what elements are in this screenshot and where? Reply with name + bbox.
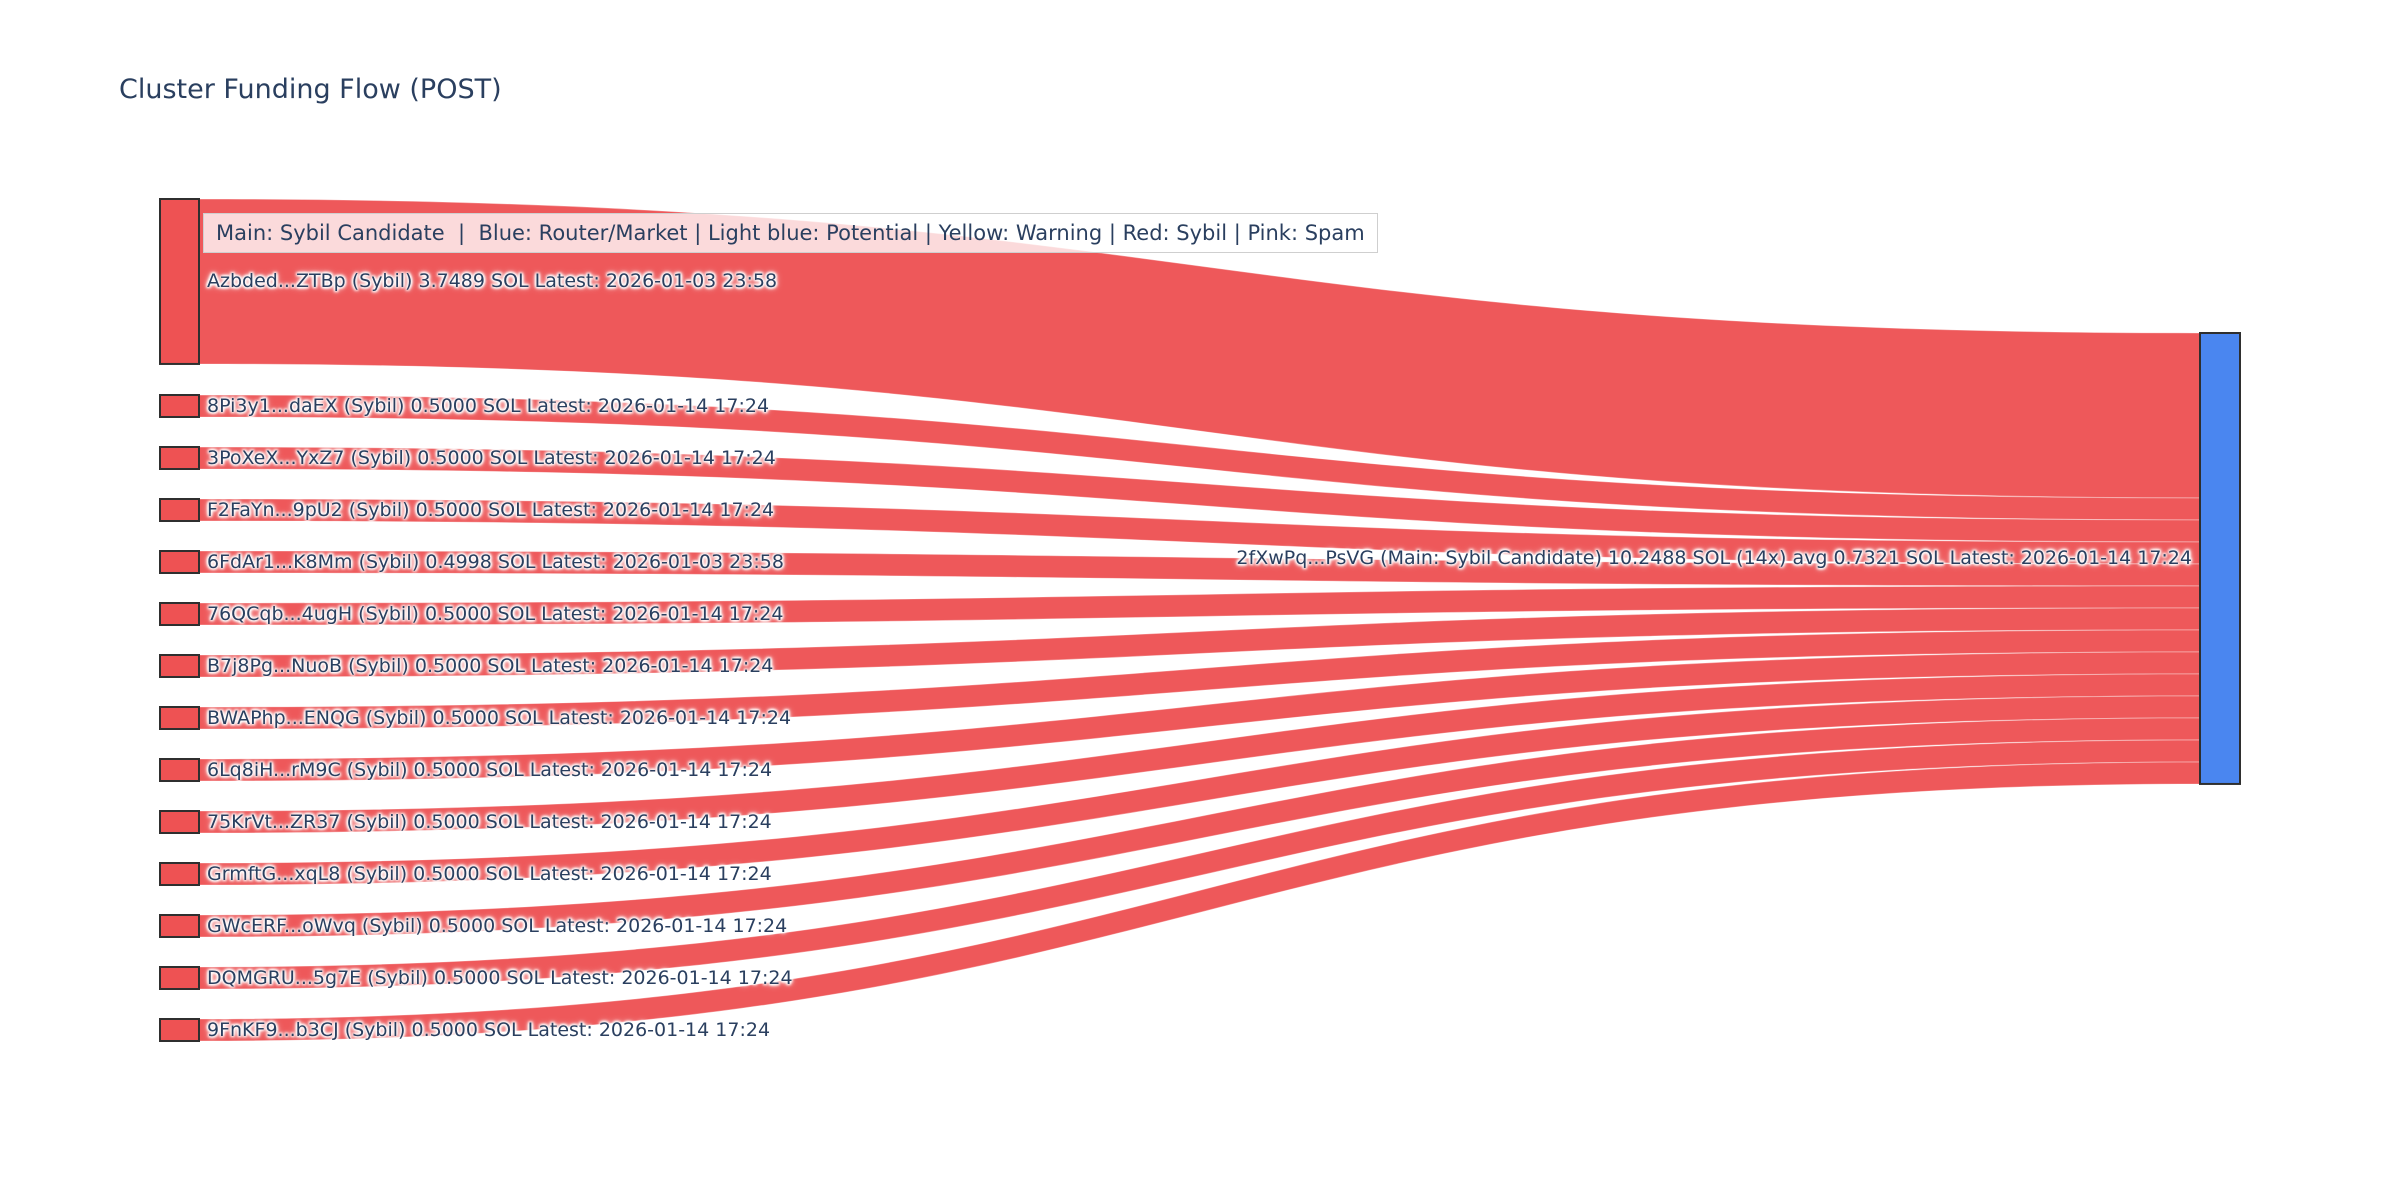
- sankey-node-source-76QCqb...4ugH[interactable]: [159, 602, 200, 626]
- source-node-label: GWcERF...oWvq (Sybil) 0.5000 SOL Latest:…: [207, 915, 788, 937]
- source-node-label: 9FnKF9...b3CJ (Sybil) 0.5000 SOL Latest:…: [207, 1019, 771, 1041]
- sankey-node-source-9FnKF9...b3CJ[interactable]: [159, 1018, 200, 1042]
- sankey-node-source-GrmftG...xqL8[interactable]: [159, 862, 200, 886]
- source-node-label: 6FdAr1...K8Mm (Sybil) 0.4998 SOL Latest:…: [207, 550, 784, 573]
- source-node-label: Azbded...ZTBp (Sybil) 3.7489 SOL Latest:…: [207, 270, 778, 293]
- source-node-label: 3PoXeX...YxZ7 (Sybil) 0.5000 SOL Latest:…: [207, 447, 776, 469]
- source-node-label: 6Lq8iH...rM9C (Sybil) 0.5000 SOL Latest:…: [207, 759, 773, 781]
- legend-annotation: Main: Sybil Candidate | Blue: Router/Mar…: [203, 213, 1378, 253]
- source-node-label: GrmftG...xqL8 (Sybil) 0.5000 SOL Latest:…: [207, 863, 772, 885]
- sankey-node-source-6FdAr1...K8Mm[interactable]: [159, 550, 200, 574]
- source-node-label: 75KrVt...ZR37 (Sybil) 0.5000 SOL Latest:…: [207, 811, 772, 833]
- target-node-label: 2fXwPq...PsVG (Main: Sybil Candidate) 10…: [1236, 547, 2192, 570]
- source-node-label: 76QCqb...4ugH (Sybil) 0.5000 SOL Latest:…: [207, 603, 784, 625]
- sankey-nodes-group: [159, 198, 2241, 1042]
- sankey-node-source-BWAPhp...ENQG[interactable]: [159, 706, 200, 730]
- source-node-label: F2FaYn...9pU2 (Sybil) 0.5000 SOL Latest:…: [207, 499, 775, 521]
- sankey-node-source-6Lq8iH...rM9C[interactable]: [159, 758, 200, 782]
- sankey-node-source-DQMGRU...5g7E[interactable]: [159, 966, 200, 990]
- sankey-node-source-3PoXeX...YxZ7[interactable]: [159, 446, 200, 470]
- sankey-link-9FnKF9...b3CJ[interactable]: [198, 761, 2201, 1042]
- source-node-label: DQMGRU...5g7E (Sybil) 0.5000 SOL Latest:…: [207, 967, 793, 989]
- sankey-node-source-8Pi3y1...daEX[interactable]: [159, 394, 200, 418]
- sankey-node-source-GWcERF...oWvq[interactable]: [159, 914, 200, 938]
- source-node-label: 8Pi3y1...daEX (Sybil) 0.5000 SOL Latest:…: [207, 395, 770, 417]
- sankey-node-source-F2FaYn...9pU2[interactable]: [159, 498, 200, 522]
- sankey-node-source-B7j8Pg...NuoB[interactable]: [159, 654, 200, 678]
- sankey-node-source-Azbded...ZTBp[interactable]: [159, 198, 200, 365]
- source-node-label: BWAPhp...ENQG (Sybil) 0.5000 SOL Latest:…: [207, 707, 792, 729]
- sankey-node-source-75KrVt...ZR37[interactable]: [159, 810, 200, 834]
- sankey-node-target-2fXwPq...PsVG[interactable]: [2199, 332, 2241, 785]
- chart-title: Cluster Funding Flow (POST): [119, 74, 502, 105]
- source-node-label: B7j8Pg...NuoB (Sybil) 0.5000 SOL Latest:…: [207, 655, 774, 677]
